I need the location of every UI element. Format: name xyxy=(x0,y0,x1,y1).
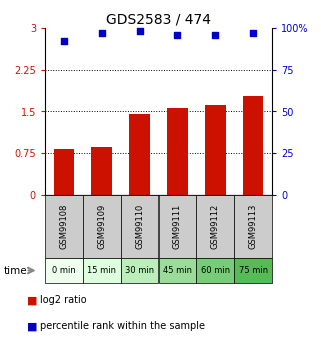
Bar xyxy=(129,114,150,195)
Text: 15 min: 15 min xyxy=(87,266,116,275)
Text: GSM99109: GSM99109 xyxy=(97,204,106,249)
Text: 30 min: 30 min xyxy=(125,266,154,275)
Bar xyxy=(205,105,226,195)
Text: GSM99108: GSM99108 xyxy=(59,204,68,249)
Bar xyxy=(167,108,188,195)
Point xyxy=(250,30,256,36)
Point xyxy=(99,30,104,36)
Text: 45 min: 45 min xyxy=(163,266,192,275)
Point xyxy=(137,29,142,34)
Text: 0 min: 0 min xyxy=(52,266,76,275)
Point xyxy=(61,39,66,44)
Text: ■: ■ xyxy=(27,321,38,331)
Point xyxy=(175,32,180,38)
Text: 60 min: 60 min xyxy=(201,266,230,275)
Bar xyxy=(91,147,112,195)
Text: 75 min: 75 min xyxy=(239,266,268,275)
Text: time: time xyxy=(3,266,27,276)
Text: GSM99110: GSM99110 xyxy=(135,204,144,249)
Text: log2 ratio: log2 ratio xyxy=(40,295,87,305)
Text: GSM99111: GSM99111 xyxy=(173,204,182,249)
Text: percentile rank within the sample: percentile rank within the sample xyxy=(40,321,205,331)
Bar xyxy=(243,96,264,195)
Point xyxy=(213,32,218,38)
Text: GSM99113: GSM99113 xyxy=(248,204,257,249)
Title: GDS2583 / 474: GDS2583 / 474 xyxy=(106,13,211,27)
Bar xyxy=(54,149,74,195)
Text: GSM99112: GSM99112 xyxy=(211,204,220,249)
Text: ■: ■ xyxy=(27,295,38,305)
